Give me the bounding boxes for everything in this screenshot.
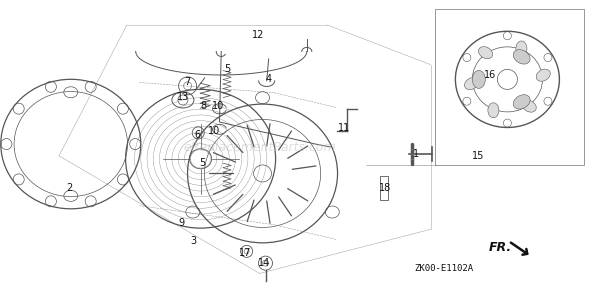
Text: 3: 3 <box>191 236 196 246</box>
Ellipse shape <box>513 50 530 64</box>
Ellipse shape <box>488 103 499 118</box>
Text: 12: 12 <box>253 30 264 40</box>
Text: 1: 1 <box>413 149 419 159</box>
Text: 11: 11 <box>338 123 350 133</box>
Ellipse shape <box>516 41 527 56</box>
Text: 5: 5 <box>199 158 205 168</box>
Ellipse shape <box>536 69 550 81</box>
Bar <box>435 9 584 165</box>
Text: ZK00-E1102A: ZK00-E1102A <box>414 264 473 273</box>
Text: 16: 16 <box>484 70 496 80</box>
Ellipse shape <box>513 95 530 109</box>
Text: 13: 13 <box>178 92 189 102</box>
Text: 4: 4 <box>266 74 271 84</box>
Text: 7: 7 <box>185 77 191 87</box>
Ellipse shape <box>478 46 493 59</box>
Text: 17: 17 <box>239 248 251 258</box>
Text: 8: 8 <box>200 101 206 111</box>
Ellipse shape <box>464 78 478 90</box>
Text: eReplacementParts.com: eReplacementParts.com <box>183 141 336 153</box>
Text: 6: 6 <box>195 130 201 140</box>
Text: 5: 5 <box>224 64 230 74</box>
Text: 18: 18 <box>379 183 391 193</box>
Text: 9: 9 <box>179 218 185 228</box>
Ellipse shape <box>522 100 536 112</box>
Text: 15: 15 <box>472 151 484 161</box>
Text: 10: 10 <box>208 126 220 136</box>
Ellipse shape <box>473 70 486 88</box>
Text: 14: 14 <box>258 258 270 268</box>
Text: 2: 2 <box>67 183 73 193</box>
Bar <box>379 176 388 200</box>
Text: 10: 10 <box>212 101 224 111</box>
Text: FR.: FR. <box>489 241 512 254</box>
